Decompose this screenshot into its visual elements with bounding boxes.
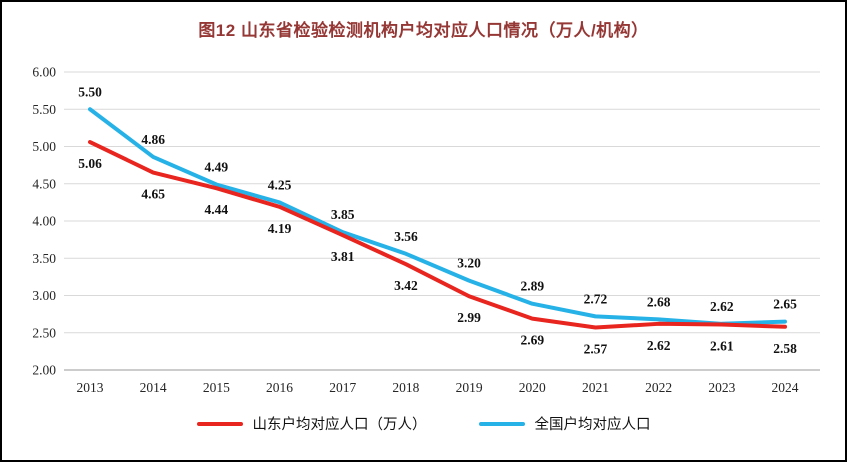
y-axis-tick-label: 3.50 xyxy=(32,251,56,266)
data-label: 4.49 xyxy=(205,159,229,174)
data-label: 4.25 xyxy=(268,177,292,192)
data-label: 3.42 xyxy=(394,278,418,293)
series-line-0 xyxy=(88,140,787,330)
y-axis-tick-label: 2.00 xyxy=(32,363,56,378)
data-label: 4.65 xyxy=(141,187,165,202)
x-axis-tick-label: 2018 xyxy=(392,380,419,395)
x-axis-tick-label: 2015 xyxy=(203,380,230,395)
data-label: 4.19 xyxy=(268,221,292,236)
x-axis-tick-label: 2013 xyxy=(77,380,104,395)
data-label: 3.20 xyxy=(457,256,481,271)
legend-swatch xyxy=(478,421,525,426)
chart-legend: 山东户均对应人口（万人） 全国户均对应人口 xyxy=(2,413,845,434)
line-chart-plot: 6.00 5.50 5.00 4.50 4.00 3.50 3.00 2.50 2.00 2013… xyxy=(32,65,820,395)
x-axis-tick-label: 2016 xyxy=(266,380,293,395)
legend-label: 全国户均对应人口 xyxy=(534,417,651,433)
legend-item-shandong: 山东户均对应人口（万人） xyxy=(196,413,427,434)
data-label: 2.72 xyxy=(584,291,608,306)
x-axis-tick-label: 2024 xyxy=(772,380,799,395)
x-axis-tick-label: 2023 xyxy=(708,380,735,395)
x-axis-tick-label: 2014 xyxy=(140,380,167,395)
data-label: 4.86 xyxy=(141,132,165,147)
y-axis-tick-label: 2.50 xyxy=(32,325,56,340)
data-label: 3.81 xyxy=(331,249,355,264)
data-label: 2.89 xyxy=(520,279,544,294)
data-label: 2.57 xyxy=(584,342,608,357)
data-label: 2.69 xyxy=(520,333,544,348)
data-label: 2.58 xyxy=(773,341,797,356)
legend-item-national: 全国户均对应人口 xyxy=(478,413,651,434)
y-axis-tick-label: 3.00 xyxy=(32,288,56,303)
series-line-1 xyxy=(88,107,787,326)
legend-label: 山东户均对应人口（万人） xyxy=(252,417,427,433)
data-label: 5.50 xyxy=(78,84,102,99)
data-label: 2.61 xyxy=(710,339,734,354)
data-label: 4.44 xyxy=(205,202,229,217)
legend-swatch xyxy=(196,421,243,426)
y-axis-tick-label: 4.50 xyxy=(32,176,56,191)
x-axis-tick-label: 2019 xyxy=(456,380,483,395)
data-label: 3.56 xyxy=(394,229,418,244)
y-axis-tick-label: 5.00 xyxy=(32,139,56,154)
data-label: 3.85 xyxy=(331,207,355,222)
data-label: 2.68 xyxy=(647,294,671,309)
x-axis-tick-label: 2021 xyxy=(582,380,609,395)
data-label: 2.65 xyxy=(773,297,797,312)
x-axis-tick-label: 2017 xyxy=(329,380,356,395)
y-axis-tick-label: 4.00 xyxy=(32,214,56,229)
y-axis-tick-label: 5.50 xyxy=(32,102,56,117)
chart-title: 图12 山东省检验检测机构户均对应人口情况（万人/机构） xyxy=(198,21,649,40)
x-axis-tick-label: 2020 xyxy=(519,380,546,395)
y-axis-tick-label: 6.00 xyxy=(32,65,56,80)
data-label: 2.99 xyxy=(457,310,481,325)
x-axis-tick-label: 2022 xyxy=(645,380,672,395)
data-label: 2.62 xyxy=(647,338,671,353)
data-label: 5.06 xyxy=(78,156,102,171)
data-label: 2.62 xyxy=(710,299,734,314)
